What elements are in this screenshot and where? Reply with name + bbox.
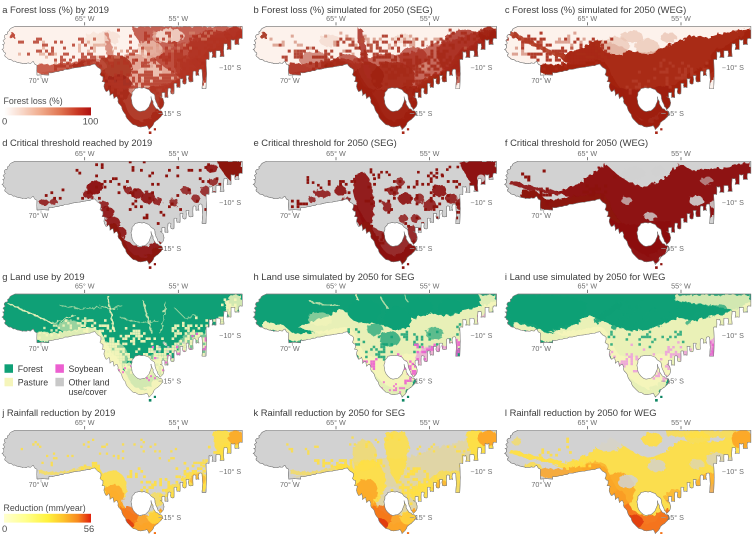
svg-text:i Land use simulated by 2050 f: i Land use simulated by 2050 for WEG	[505, 271, 666, 282]
svg-text:15° S: 15° S	[164, 244, 182, 253]
svg-text:70° W: 70° W	[531, 76, 551, 85]
svg-text:55° W: 55° W	[671, 14, 691, 23]
svg-text:55° W: 55° W	[420, 418, 440, 427]
svg-text:65° W: 65° W	[75, 418, 95, 427]
svg-text:56: 56	[84, 523, 94, 534]
svg-text:15° S: 15° S	[666, 244, 684, 253]
svg-text:65° W: 65° W	[326, 418, 346, 427]
svg-text:70° W: 70° W	[29, 344, 49, 353]
svg-text:55° W: 55° W	[168, 149, 188, 158]
svg-text:g Land use by 2019: g Land use by 2019	[2, 271, 84, 282]
svg-text:70° W: 70° W	[29, 76, 49, 85]
svg-text:c Forest loss (%) simulated fo: c Forest loss (%) simulated for 2050 (WE…	[505, 4, 686, 15]
svg-text:use/cover: use/cover	[69, 387, 107, 397]
svg-text:65° W: 65° W	[326, 14, 346, 23]
svg-text:15° S: 15° S	[415, 244, 433, 253]
svg-text:55° W: 55° W	[420, 149, 440, 158]
svg-text:15° S: 15° S	[415, 513, 433, 522]
svg-text:65° W: 65° W	[578, 14, 598, 23]
svg-text:55° W: 55° W	[671, 282, 691, 291]
svg-text:l Rainfall reduction by 2050 f: l Rainfall reduction by 2050 for WEG	[505, 407, 657, 418]
svg-text:70° W: 70° W	[531, 211, 551, 220]
svg-text:0: 0	[2, 523, 7, 534]
svg-text:70° W: 70° W	[531, 480, 551, 489]
svg-text:Soybean: Soybean	[69, 364, 104, 374]
svg-text:100: 100	[83, 116, 99, 127]
svg-text:55° W: 55° W	[420, 282, 440, 291]
svg-text:65° W: 65° W	[75, 149, 95, 158]
svg-text:h Land use simulated by 2050 f: h Land use simulated by 2050 for SEG	[254, 271, 415, 282]
svg-text:70° W: 70° W	[280, 344, 300, 353]
svg-text:70° W: 70° W	[29, 211, 49, 220]
svg-text:15° S: 15° S	[164, 377, 182, 386]
svg-text:15° S: 15° S	[164, 109, 182, 118]
svg-text:Forest: Forest	[18, 364, 43, 374]
svg-text:Forest loss (%): Forest loss (%)	[4, 96, 63, 106]
svg-text:55° W: 55° W	[168, 14, 188, 23]
svg-text:10° S: 10° S	[475, 331, 493, 340]
svg-text:b Forest loss (%) simulated fo: b Forest loss (%) simulated for 2050 (SE…	[254, 4, 433, 15]
svg-text:Reduction (mm/year): Reduction (mm/year)	[4, 503, 86, 513]
svg-text:k Rainfall reduction by 2050 f: k Rainfall reduction by 2050 for SEG	[254, 407, 406, 418]
svg-text:10° S: 10° S	[726, 467, 744, 476]
svg-text:10° S: 10° S	[224, 331, 242, 340]
svg-text:0: 0	[2, 116, 7, 127]
svg-text:15° S: 15° S	[415, 109, 433, 118]
svg-text:70° W: 70° W	[29, 480, 49, 489]
svg-text:Pasture: Pasture	[18, 378, 48, 388]
svg-text:15° S: 15° S	[164, 513, 182, 522]
svg-text:10° S: 10° S	[726, 63, 744, 72]
svg-text:70° W: 70° W	[531, 344, 551, 353]
svg-text:65° W: 65° W	[578, 149, 598, 158]
svg-text:15° S: 15° S	[415, 377, 433, 386]
svg-text:70° W: 70° W	[280, 211, 300, 220]
svg-text:55° W: 55° W	[671, 418, 691, 427]
svg-text:55° W: 55° W	[671, 149, 691, 158]
svg-text:65° W: 65° W	[578, 282, 598, 291]
svg-text:55° W: 55° W	[168, 418, 188, 427]
svg-text:15° S: 15° S	[666, 109, 684, 118]
svg-text:10° S: 10° S	[475, 63, 493, 72]
svg-text:15° S: 15° S	[666, 377, 684, 386]
svg-text:a Forest loss (%) by 2019: a Forest loss (%) by 2019	[2, 4, 109, 15]
svg-text:10° S: 10° S	[224, 63, 242, 72]
svg-text:65° W: 65° W	[75, 282, 95, 291]
svg-text:d Critical threshold reached b: d Critical threshold reached by 2019	[2, 137, 152, 148]
svg-text:65° W: 65° W	[326, 282, 346, 291]
svg-text:10° S: 10° S	[475, 198, 493, 207]
svg-text:Other land: Other land	[69, 378, 110, 388]
svg-text:10° S: 10° S	[224, 467, 242, 476]
svg-text:65° W: 65° W	[578, 418, 598, 427]
svg-text:10° S: 10° S	[726, 198, 744, 207]
svg-text:15° S: 15° S	[666, 513, 684, 522]
svg-text:70° W: 70° W	[280, 76, 300, 85]
svg-text:10° S: 10° S	[475, 467, 493, 476]
svg-text:e Critical threshold for 2050: e Critical threshold for 2050 (SEG)	[254, 137, 397, 148]
svg-text:65° W: 65° W	[326, 149, 346, 158]
svg-text:j Rainfall reduction by 2019: j Rainfall reduction by 2019	[1, 407, 115, 418]
svg-text:10° S: 10° S	[224, 198, 242, 207]
svg-text:10° S: 10° S	[726, 331, 744, 340]
svg-text:f Critical threshold for 2050: f Critical threshold for 2050 (WEG)	[505, 137, 648, 148]
svg-text:70° W: 70° W	[280, 480, 300, 489]
svg-text:55° W: 55° W	[420, 14, 440, 23]
svg-text:65° W: 65° W	[75, 14, 95, 23]
svg-text:55° W: 55° W	[168, 282, 188, 291]
